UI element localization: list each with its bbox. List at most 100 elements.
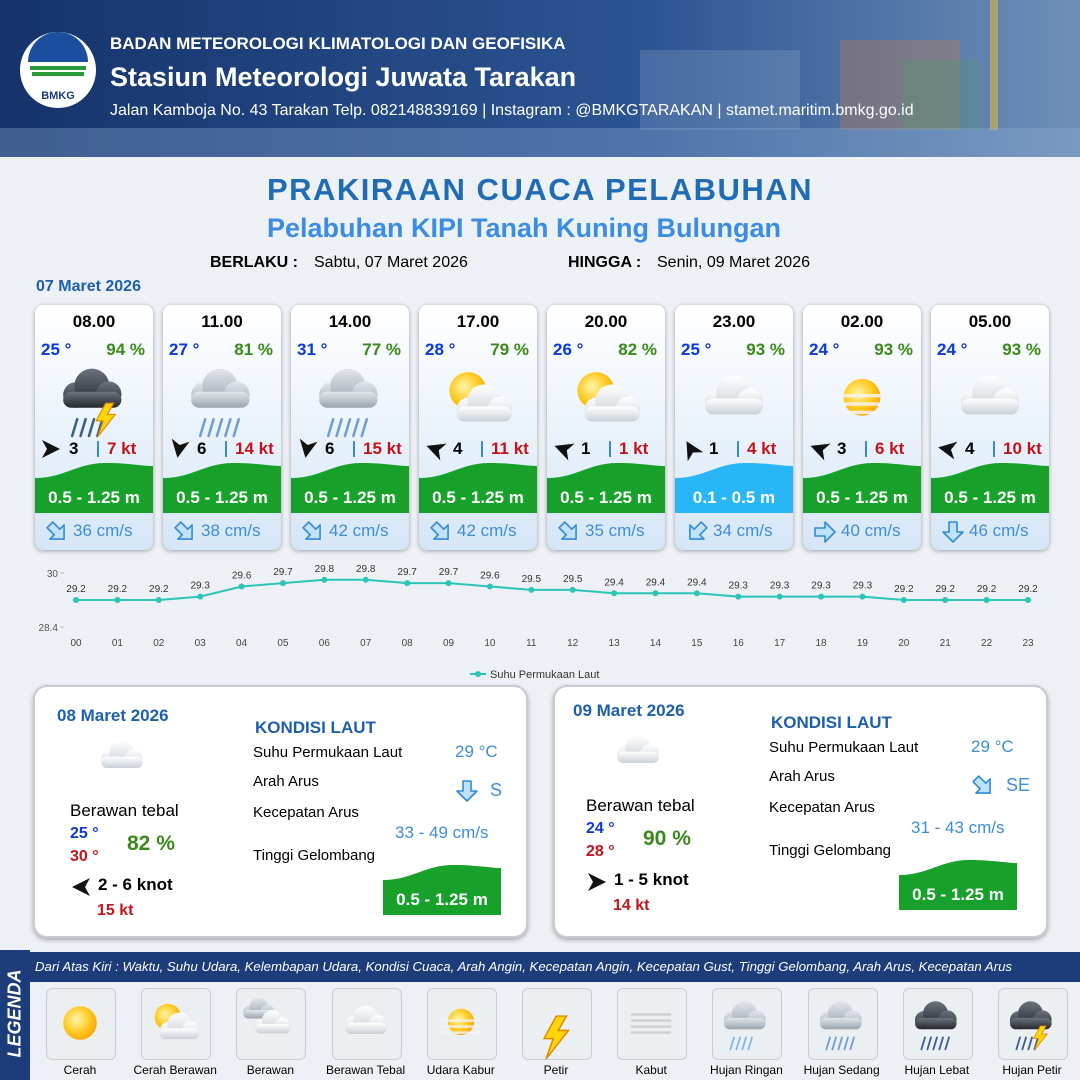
arrow-head [72, 878, 90, 896]
sst-point [818, 593, 825, 600]
weather-icon [449, 372, 512, 422]
air-temp: 31 ° [297, 340, 328, 359]
wave-height: 0.5 - 1.25 m [396, 890, 488, 909]
sst-point [776, 593, 783, 600]
sst: 29 °C [971, 737, 1014, 756]
x-tick-label: 02 [153, 638, 165, 649]
wind-arrow [810, 443, 831, 461]
rain-drop [215, 417, 224, 438]
cloud [159, 1012, 200, 1040]
humidity: 82 % [618, 340, 657, 359]
legend-item: Cerah [63, 1063, 97, 1077]
value-label: 29.2 [977, 584, 997, 595]
rain-drop [944, 1036, 950, 1051]
cloud [456, 384, 512, 422]
air-temp: 24 ° [937, 340, 968, 359]
current-arrow [814, 521, 836, 543]
weather-icon [1009, 1001, 1052, 1051]
cloud [344, 1006, 387, 1035]
temp-min: 24 ° [586, 820, 615, 837]
x-tick-label: 05 [277, 638, 289, 649]
current-arrow [942, 521, 964, 543]
current-arrow [46, 521, 65, 540]
rain-drop [87, 417, 96, 438]
wind-arrow [72, 878, 90, 896]
sst-chart: 28.4 30 29.2 29.2 29.2 29.3 29.6 29.7 29.8 29.8 29… [39, 564, 1039, 681]
sst-point [735, 593, 742, 600]
rain-drop [343, 417, 352, 438]
pier [0, 128, 1080, 157]
sst: 29 °C [455, 742, 498, 761]
legend-title: LEGENDA [4, 969, 25, 1058]
arrow-head [171, 438, 190, 458]
cloud-base [159, 1028, 200, 1040]
wave-height: 0.5 - 1.25 m [48, 488, 140, 507]
value-label: 29.8 [315, 564, 335, 575]
title: PRAKIRAAN CUACA PELABUHAN [266, 172, 814, 207]
legend-item: Hujan Lebat [904, 1063, 970, 1077]
wave-shape [931, 463, 1049, 513]
legend-item: Udara Kabur [426, 1063, 495, 1077]
wave-height: 0.5 - 1.25 m [176, 488, 268, 507]
current-speed: 34 cm/s [713, 521, 773, 540]
time: 11.00 [201, 312, 243, 331]
forecast-card: 14.00 31 ° 77 % 6 15 kt 0.5 - 1.25 m 42 cm/s [291, 305, 409, 550]
humidity: 90 % [643, 827, 691, 850]
current-dir: S [490, 780, 503, 800]
value-label: 29.5 [522, 574, 542, 585]
legend-item: Kabut [635, 1063, 667, 1077]
wind-speed: 6 [197, 439, 207, 458]
wind-speed: 4 [965, 439, 975, 458]
wave-shape [899, 860, 1017, 910]
wave-band [547, 463, 665, 513]
weather-icon [344, 1006, 387, 1035]
humidity: 94 % [106, 340, 145, 359]
rain-drop [360, 417, 369, 438]
time: 02.00 [840, 312, 884, 331]
rain-drop [224, 417, 232, 438]
arrow-body [430, 521, 449, 540]
sst-point [155, 597, 162, 603]
rain-drop [232, 417, 241, 438]
time: 08.00 [72, 312, 116, 331]
wind: 1 - 5 knot [614, 870, 689, 889]
x-tick-label: 23 [1022, 638, 1034, 649]
day-date: 09 Maret 2026 [573, 701, 685, 720]
valid-to: Senin, 09 Maret 2026 [657, 254, 810, 271]
air-temp: 25 ° [41, 340, 72, 359]
value-label: 29.2 [935, 584, 955, 595]
rain-drop [831, 1036, 837, 1051]
x-tick-label: 04 [236, 638, 248, 649]
rain-drop [79, 417, 87, 438]
weather-icon [63, 368, 122, 438]
legend-item: Berawan Tebal [326, 1063, 406, 1077]
cloud-base [617, 751, 659, 764]
wave-shape [163, 463, 281, 513]
current-speed-label: Kecepatan Arus [769, 799, 875, 816]
sst-point [859, 593, 866, 600]
wave-height: 0.5 - 1.25 m [432, 488, 524, 507]
rain-drop [1033, 1036, 1039, 1051]
forecast-card: 11.00 27 ° 81 % 6 14 kt 0.5 - 1.25 m 38 cm/s [163, 305, 281, 550]
wave-band [803, 463, 921, 513]
humidity: 93 % [1002, 340, 1041, 359]
wind-arrow [299, 438, 318, 458]
cloud [191, 368, 250, 408]
gust: 15 kt [97, 902, 134, 919]
legend-side [0, 950, 30, 1080]
wind-arrow [42, 440, 60, 458]
legend-item: Cerah Berawan [133, 1063, 217, 1077]
wind-arrow [588, 873, 606, 891]
x-tick-label: 19 [857, 638, 869, 649]
current-speed-label: Kecepatan Arus [253, 804, 359, 821]
current-arrow [689, 521, 708, 540]
gust: 14 kt [613, 897, 650, 914]
wave-shape [547, 463, 665, 513]
weather-icon [914, 1001, 957, 1051]
valid-from-label: BERLAKU : [210, 254, 298, 271]
x-tick-label: 14 [650, 638, 662, 649]
wave-band [383, 865, 501, 915]
value-label: 29.4 [646, 577, 666, 588]
value-label: 29.2 [149, 584, 169, 595]
sun [843, 378, 881, 416]
